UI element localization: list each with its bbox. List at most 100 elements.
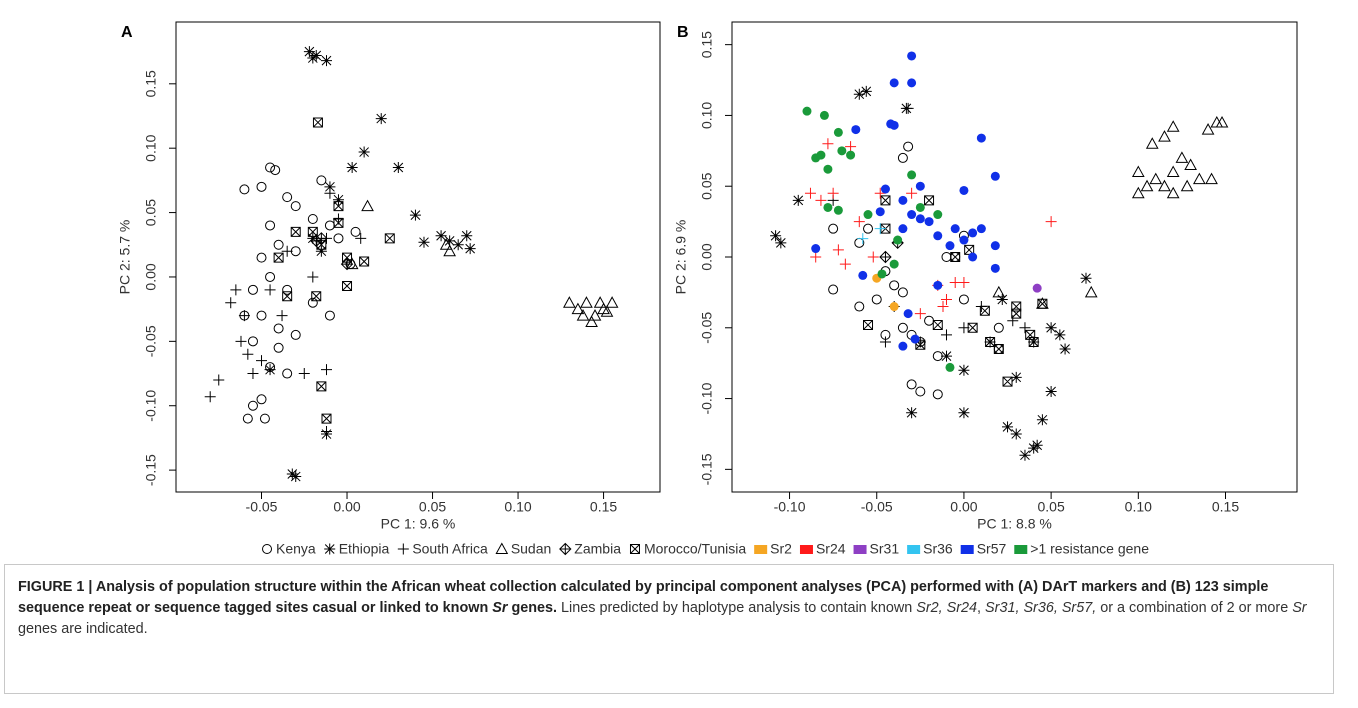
- point: [863, 210, 873, 220]
- point: [307, 297, 318, 308]
- point: [1037, 298, 1048, 309]
- point: [230, 284, 242, 296]
- point: [259, 413, 270, 424]
- x-axis-label: PC 1: 9.6 %: [381, 516, 456, 532]
- point: [273, 342, 284, 353]
- point: [576, 309, 590, 321]
- x-tick-label: 0.05: [1037, 499, 1064, 515]
- point: [858, 270, 868, 280]
- point: [273, 239, 284, 250]
- point: [452, 239, 464, 251]
- point: [933, 280, 943, 290]
- panel: A -0.05 0.00 0.05 0.10 0.15 -0.15 -0.10 -0.05 0.0…: [117, 21, 661, 532]
- point: [1158, 130, 1171, 142]
- caption-run: Sr: [492, 600, 508, 616]
- caption-run: genes.: [507, 600, 558, 616]
- legend-label: Sudan: [511, 541, 551, 557]
- point: [898, 341, 908, 351]
- point: [265, 271, 276, 282]
- point: [990, 241, 1000, 251]
- point: [993, 344, 1004, 355]
- point: [1180, 179, 1194, 192]
- point: [880, 184, 890, 194]
- point: [1166, 120, 1180, 132]
- point: [990, 263, 1000, 273]
- point: [290, 226, 301, 237]
- point: [321, 364, 333, 376]
- point: [585, 315, 598, 328]
- point: [967, 322, 978, 333]
- point: [600, 305, 614, 317]
- point: [333, 217, 344, 228]
- y-tick-label: -0.10: [699, 382, 715, 414]
- point: [950, 252, 961, 262]
- x-tick-label: 0.15: [590, 499, 617, 515]
- point: [256, 310, 267, 321]
- point: [932, 389, 943, 400]
- point: [588, 309, 602, 321]
- point: [418, 236, 430, 248]
- legend-label: Sr36: [923, 541, 953, 557]
- point: [281, 245, 293, 257]
- point: [310, 234, 323, 248]
- legend-label: Sr24: [816, 541, 846, 557]
- caption-run: Sr: [1292, 600, 1307, 616]
- point: [264, 364, 276, 376]
- point: [877, 269, 887, 279]
- point: [828, 223, 839, 234]
- point: [464, 243, 476, 255]
- x-tick-label: 0.00: [950, 499, 977, 515]
- point: [315, 245, 327, 257]
- point: [932, 351, 943, 362]
- y-tick-label: 0.10: [699, 102, 715, 129]
- point: [940, 350, 952, 362]
- y-tick-label: -0.05: [143, 325, 159, 357]
- point: [1149, 172, 1163, 185]
- legend-swatch: [853, 545, 867, 554]
- point: [853, 216, 865, 228]
- point: [264, 284, 276, 296]
- point: [770, 230, 782, 242]
- point: [1010, 371, 1022, 383]
- point: [307, 214, 318, 225]
- point: [959, 185, 969, 195]
- point: [346, 162, 358, 174]
- point: [879, 336, 891, 348]
- point: [1019, 322, 1031, 334]
- point: [898, 224, 908, 234]
- point: [933, 210, 943, 220]
- point: [247, 284, 258, 295]
- point: [375, 113, 387, 125]
- point: [1175, 151, 1189, 163]
- point: [324, 181, 336, 193]
- point: [282, 192, 293, 203]
- point: [310, 49, 322, 61]
- legend-symbol: [495, 542, 509, 554]
- point: [435, 230, 447, 242]
- point: [324, 220, 335, 231]
- point: [392, 162, 404, 174]
- point: [321, 55, 333, 67]
- x-tick-label: 0.10: [1125, 499, 1152, 515]
- point: [1045, 385, 1057, 397]
- point: [571, 302, 585, 315]
- point: [819, 110, 829, 120]
- point: [225, 297, 237, 309]
- point: [1184, 158, 1197, 170]
- y-tick-label: -0.15: [143, 454, 159, 486]
- point: [1215, 115, 1229, 128]
- point: [816, 150, 826, 160]
- x-tick-label: 0.10: [504, 499, 531, 515]
- point: [851, 125, 861, 135]
- point: [857, 233, 869, 245]
- point: [992, 285, 1006, 298]
- legend-swatch: [754, 545, 768, 554]
- point: [282, 291, 293, 302]
- point: [1045, 322, 1057, 334]
- point: [235, 335, 247, 347]
- point: [361, 199, 374, 212]
- point: [910, 334, 920, 344]
- point: [903, 309, 913, 319]
- point: [950, 224, 960, 234]
- point: [311, 291, 322, 302]
